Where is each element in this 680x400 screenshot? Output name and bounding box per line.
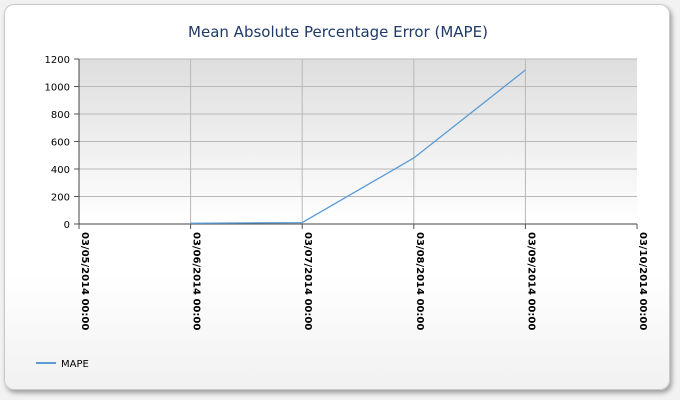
legend-label-mape: MAPE [61,359,89,370]
y-tick-label: 1200 [45,55,70,66]
x-tick-label: 03/06/2014 00:00 [191,232,202,330]
x-tick-label: 03/05/2014 00:00 [79,232,90,330]
legend: MAPE [36,359,89,370]
y-tick-label: 600 [51,138,70,149]
y-tick-label: 800 [51,110,70,121]
y-tick-label: 200 [51,193,70,204]
y-tick-label: 400 [51,165,70,176]
x-tick-label: 03/08/2014 00:00 [414,232,425,330]
y-tick-label: 0 [64,220,70,231]
x-tick-label: 03/09/2014 00:00 [525,232,536,330]
chart-title: Mean Absolute Percentage Error (MAPE) [188,23,488,41]
grid [79,58,637,224]
series-line-mape [190,69,526,224]
y-tick-label: 1000 [45,83,70,94]
x-axis-ticks: 03/05/2014 00:00 03/06/2014 00:00 03/07/20… [78,224,648,330]
series [190,69,526,224]
x-tick-label: 03/07/2014 00:00 [302,232,313,330]
y-axis-ticks: 0 200 400 600 800 1000 1200 [45,55,79,231]
x-tick-label: 03/10/2014 00:00 [637,232,648,330]
